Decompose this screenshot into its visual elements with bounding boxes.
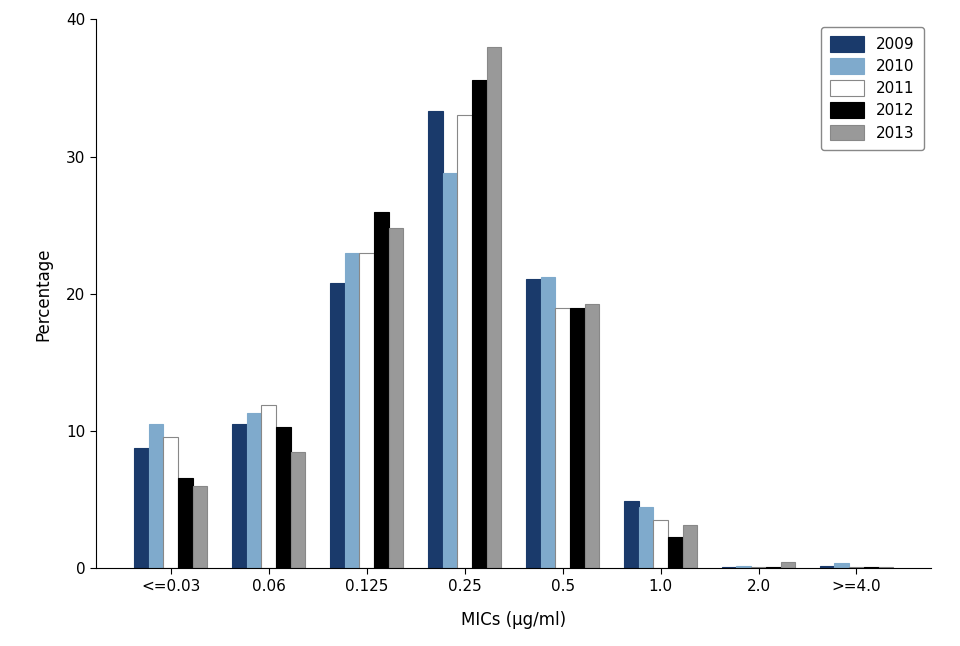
Bar <box>193 486 207 568</box>
Bar <box>487 47 501 568</box>
Bar <box>472 79 487 568</box>
Bar <box>428 111 443 568</box>
Bar <box>149 424 163 568</box>
Bar <box>247 413 261 568</box>
Bar <box>820 566 834 568</box>
Bar <box>526 279 540 568</box>
Bar <box>330 283 345 568</box>
Bar <box>878 567 893 568</box>
Legend: 2009, 2010, 2011, 2012, 2013: 2009, 2010, 2011, 2012, 2013 <box>821 27 924 150</box>
Bar <box>668 537 683 568</box>
Bar <box>751 567 766 568</box>
Bar <box>163 437 178 568</box>
X-axis label: MICs (μg/ml): MICs (μg/ml) <box>461 610 566 629</box>
Bar <box>389 228 403 568</box>
Bar <box>683 525 697 568</box>
Bar <box>457 116 472 568</box>
Bar <box>374 211 389 568</box>
Bar <box>585 304 599 568</box>
Bar <box>134 448 149 568</box>
Bar <box>736 567 751 568</box>
Bar <box>261 405 276 568</box>
Bar <box>555 307 570 568</box>
Bar <box>540 278 555 568</box>
Bar <box>653 521 668 568</box>
Bar <box>443 173 457 568</box>
Bar <box>276 427 291 568</box>
Y-axis label: Percentage: Percentage <box>35 247 52 340</box>
Bar <box>178 478 193 568</box>
Bar <box>345 253 359 568</box>
Bar <box>850 567 864 568</box>
Bar <box>864 567 878 568</box>
Bar <box>570 307 585 568</box>
Bar <box>638 506 653 568</box>
Bar <box>291 452 305 568</box>
Bar <box>624 501 638 568</box>
Bar <box>834 563 850 568</box>
Bar <box>766 567 780 568</box>
Bar <box>359 253 374 568</box>
Bar <box>232 424 247 568</box>
Bar <box>722 567 736 568</box>
Bar <box>780 561 795 568</box>
